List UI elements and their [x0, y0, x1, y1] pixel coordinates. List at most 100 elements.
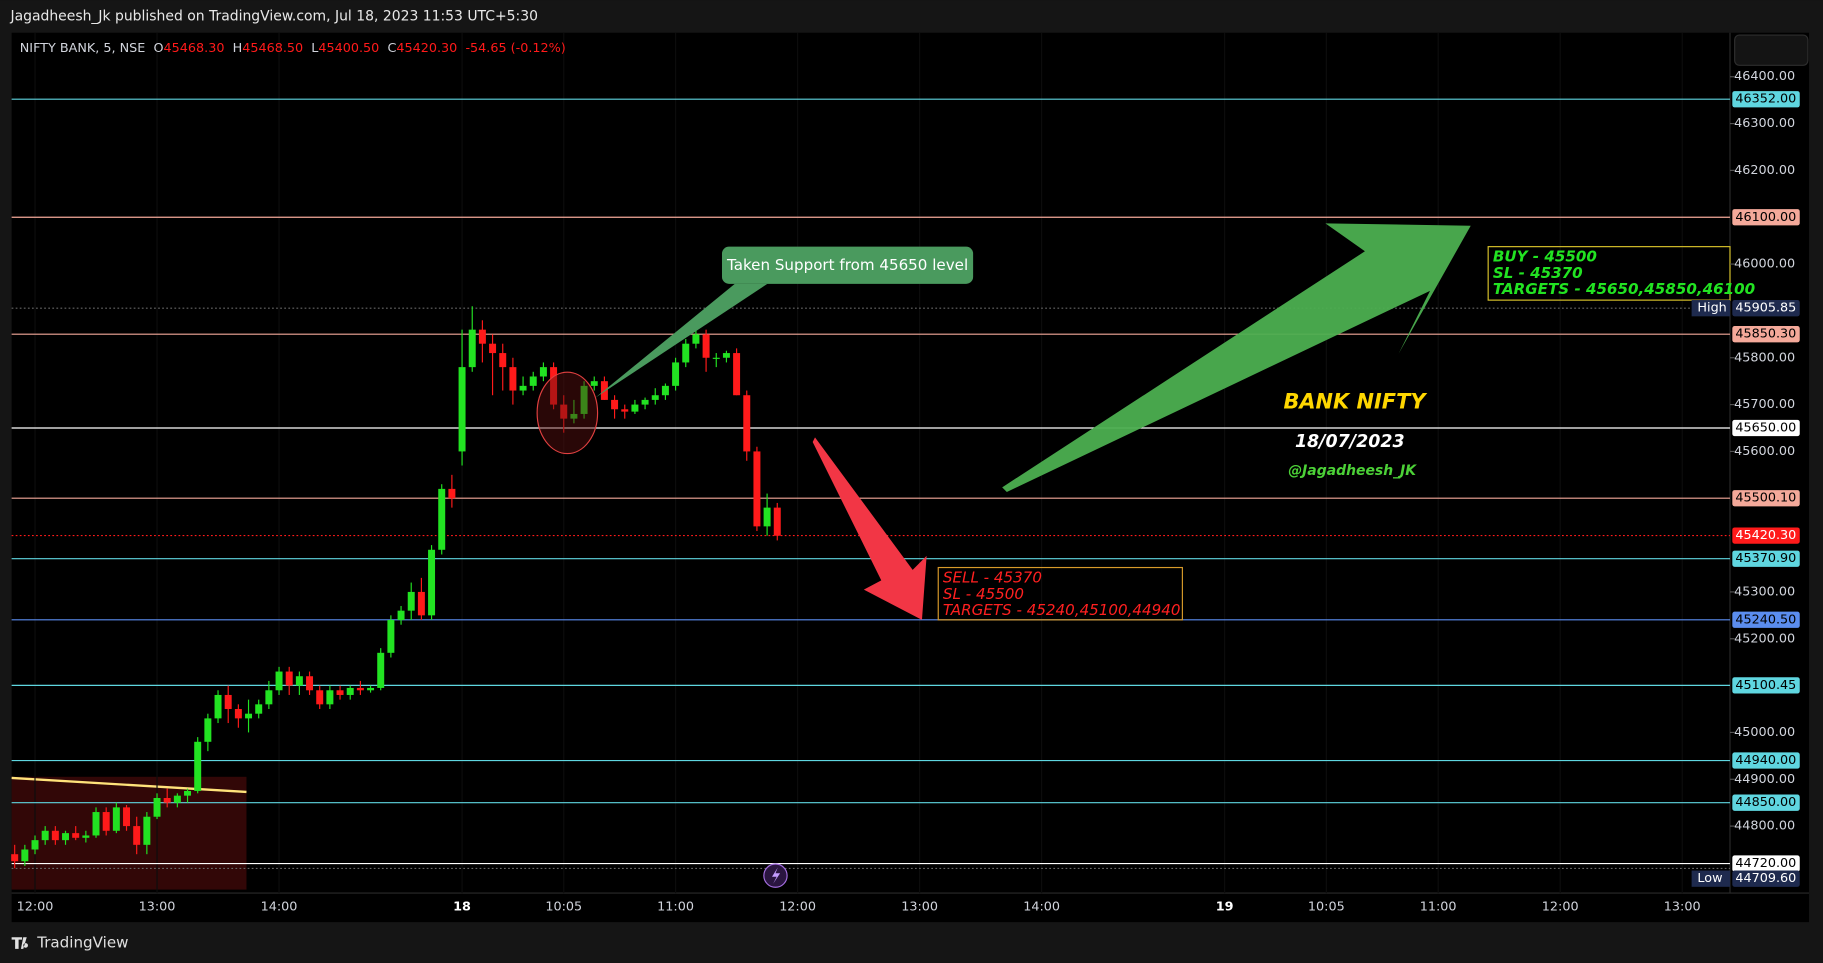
- buy-line: TARGETS - 45650,45850,46100: [1493, 280, 1755, 298]
- level-label-box: [1732, 752, 1800, 769]
- x-tick-label: 19: [1216, 900, 1234, 915]
- candle-body: [245, 713, 253, 719]
- candle-body: [285, 671, 293, 686]
- level-tag-box: [1691, 870, 1730, 887]
- candle-body: [214, 694, 222, 719]
- candle-body: [255, 704, 263, 714]
- level-label: 45370.90: [1735, 551, 1796, 566]
- candle-body: [448, 488, 456, 499]
- candle-body: [570, 413, 578, 419]
- candle-body: [621, 409, 629, 412]
- level-label: 45850.30: [1735, 327, 1796, 342]
- y-tick-label: 45800.00: [1734, 350, 1795, 365]
- candle-body: [773, 507, 781, 536]
- candle-body: [194, 741, 202, 791]
- candle-body: [316, 690, 324, 705]
- logo: [11, 937, 28, 949]
- y-tick-label: 46200.00: [1734, 163, 1795, 178]
- toolbar-button[interactable]: [1734, 34, 1809, 66]
- candle-body: [102, 812, 110, 831]
- candle-body: [275, 671, 283, 691]
- callout-text: Taken Support from 45650 level: [726, 256, 968, 274]
- candle-body: [123, 807, 131, 827]
- candle-body: [509, 367, 517, 391]
- legend-item: 45420.30: [396, 40, 457, 55]
- candle-body: [641, 399, 649, 405]
- candle-body: [295, 676, 303, 686]
- candle-body: [539, 367, 547, 377]
- level-label: 44850.00: [1735, 795, 1796, 810]
- level-label-box: [1732, 419, 1800, 437]
- highlight-ellipse: [536, 371, 599, 455]
- candle-body: [62, 833, 70, 841]
- candle-body: [702, 334, 710, 358]
- candle-body: [499, 353, 507, 368]
- sell-box: [937, 566, 1183, 621]
- header: Jagadheesh_Jk published on TradingView.c…: [9, 8, 537, 24]
- level-label-box: [1732, 794, 1800, 811]
- candle-body: [72, 833, 80, 838]
- level-label-box: [1732, 677, 1800, 694]
- candle-body: [478, 329, 486, 344]
- candle-body: [407, 591, 415, 611]
- y-tick-label: 44800.00: [1734, 819, 1795, 834]
- candle-body: [265, 690, 273, 705]
- plot-area: [11, 32, 1810, 923]
- level-label-box: [1732, 300, 1800, 317]
- candle-body: [519, 385, 527, 391]
- level-label: 45240.50: [1735, 612, 1796, 627]
- level-label-box: [1732, 209, 1800, 226]
- candle-body: [133, 826, 141, 845]
- event-bolt: [771, 867, 781, 884]
- date: 18/07/2023: [1295, 432, 1405, 452]
- candle-body: [672, 362, 680, 386]
- callout-tail: [595, 283, 768, 398]
- x-tick-label: 10:05: [545, 900, 582, 915]
- footer: TradingView: [36, 934, 128, 952]
- candle-body: [722, 353, 730, 358]
- legend-item: 45468.50: [242, 40, 303, 55]
- level-label: 45100.45: [1735, 678, 1796, 693]
- candle-body: [417, 591, 425, 616]
- candle-body: [743, 395, 751, 452]
- legend-item: L: [311, 40, 319, 55]
- candle-body: [21, 849, 29, 862]
- candle-body: [346, 687, 354, 695]
- candle-body: [31, 840, 39, 850]
- candle-body: [661, 385, 669, 396]
- level-tag-box: [1691, 300, 1730, 317]
- candle-body: [153, 797, 161, 817]
- x-tick-label: 12:00: [779, 900, 816, 915]
- candle-body: [397, 610, 405, 621]
- zone: [11, 776, 247, 890]
- candle-body: [489, 343, 497, 354]
- candle-body: [590, 381, 598, 386]
- y-tick-label: 46300.00: [1734, 116, 1795, 131]
- legend: NIFTY BANK, 5, NSE O45468.30 H45468.50 L454…: [20, 40, 566, 55]
- candle-body: [682, 343, 690, 363]
- legend-item: C: [387, 40, 396, 55]
- y-tick-label: 45200.00: [1734, 631, 1795, 646]
- level-label-box: [1732, 870, 1800, 887]
- sell-line: TARGETS - 45240,45100,44940: [943, 601, 1181, 619]
- level-tag: High: [1697, 301, 1726, 316]
- marks: [11, 32, 1730, 894]
- x-tick-label: 14:00: [1023, 900, 1060, 915]
- candle-body: [326, 690, 334, 705]
- y-tick-label: 45700.00: [1734, 397, 1795, 412]
- buy-line: BUY - 45500: [1493, 248, 1597, 266]
- y-tick-label: 45600.00: [1734, 444, 1795, 459]
- level-label: 44940.00: [1735, 753, 1796, 768]
- candle-body: [377, 652, 385, 688]
- x-tick-label: 13:00: [139, 900, 176, 915]
- level-label: 46100.00: [1735, 210, 1796, 225]
- legend-item: H: [233, 40, 243, 55]
- candle-body: [763, 507, 771, 527]
- level-label-box: [1732, 490, 1800, 507]
- level-label-box: [1732, 326, 1800, 343]
- candle-body: [560, 404, 568, 419]
- level-label: 45905.85: [1735, 301, 1796, 316]
- down-arrow: [812, 437, 927, 620]
- candle-body: [204, 718, 212, 742]
